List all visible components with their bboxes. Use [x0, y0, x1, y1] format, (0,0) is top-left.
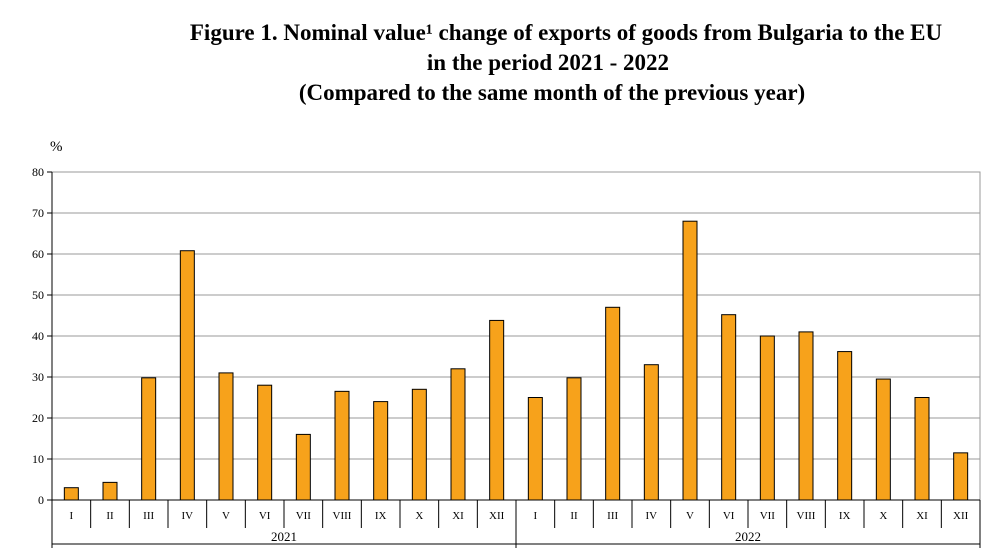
- bar-22: [875, 378, 891, 501]
- x-tick-label-12: XII: [489, 510, 505, 522]
- x-tick-label-15: III: [607, 510, 618, 522]
- x-tick-label-6: VI: [259, 510, 271, 522]
- bar-16: [643, 364, 659, 501]
- bar-5: [218, 372, 234, 501]
- x-tick-label-4: IV: [182, 510, 194, 522]
- bar-24: [953, 452, 969, 501]
- bar-19: [759, 335, 775, 501]
- x-tick-label-1: I: [69, 510, 73, 522]
- x-tick-label-16: IV: [646, 510, 658, 522]
- y-tick-label-30: 30: [32, 370, 44, 384]
- group-label-2021: 2021: [271, 529, 297, 544]
- y-tick-label-20: 20: [32, 411, 44, 425]
- y-tick-label-10: 10: [32, 452, 44, 466]
- x-tick-label-5: V: [222, 510, 230, 522]
- x-tick-label-9: IX: [375, 510, 387, 522]
- bar-14: [566, 377, 582, 501]
- bar-7: [295, 433, 311, 501]
- x-tick-label-13: I: [533, 510, 537, 522]
- x-tick-label-22: X: [879, 510, 887, 522]
- x-tick-label-24: XII: [953, 510, 969, 522]
- bar-4: [179, 250, 195, 501]
- x-tick-label-3: III: [143, 510, 154, 522]
- bar-9: [373, 401, 389, 501]
- bar-20: [798, 331, 814, 501]
- bar-11: [450, 368, 466, 501]
- x-tick-label-17: V: [686, 510, 694, 522]
- y-tick-label-80: 80: [32, 165, 44, 179]
- chart-title-line-3: (Compared to the same month of the previ…: [299, 80, 805, 105]
- bar-18: [721, 314, 737, 501]
- x-tick-label-21: IX: [839, 510, 851, 522]
- bar-1: [63, 487, 79, 501]
- x-tick-label-8: VIII: [333, 510, 352, 522]
- bar-21: [837, 351, 853, 501]
- x-tick-label-7: VII: [296, 510, 312, 522]
- x-tick-label-2: II: [106, 510, 114, 522]
- x-tick-label-11: XI: [452, 510, 464, 522]
- x-tick-label-23: XI: [916, 510, 928, 522]
- bar-10: [411, 388, 427, 501]
- x-tick-label-19: VII: [760, 510, 776, 522]
- x-tick-label-20: VIII: [797, 510, 816, 522]
- bar-13: [527, 397, 543, 501]
- chart-title-line-2: in the period 2021 - 2022: [427, 50, 669, 75]
- bar-12: [489, 319, 505, 501]
- group-label-2022: 2022: [735, 529, 761, 544]
- y-tick-label-40: 40: [32, 329, 44, 343]
- chart-title-line-1: Figure 1. Nominal value¹ change of expor…: [190, 20, 943, 45]
- bar-15: [605, 306, 621, 501]
- y-axis-label: %: [50, 139, 63, 155]
- x-tick-label-10: X: [415, 510, 423, 522]
- y-tick-label-70: 70: [32, 206, 44, 220]
- bar-3: [141, 377, 157, 501]
- bar-8: [334, 390, 350, 501]
- x-tick-label-14: II: [570, 510, 578, 522]
- bar-23: [914, 397, 930, 501]
- y-tick-label-0: 0: [38, 493, 44, 507]
- bar-2: [102, 481, 118, 501]
- y-tick-label-50: 50: [32, 288, 44, 302]
- bar-6: [257, 384, 273, 501]
- bar-17: [682, 220, 698, 501]
- y-tick-label-60: 60: [32, 247, 44, 261]
- x-tick-label-18: VI: [723, 510, 735, 522]
